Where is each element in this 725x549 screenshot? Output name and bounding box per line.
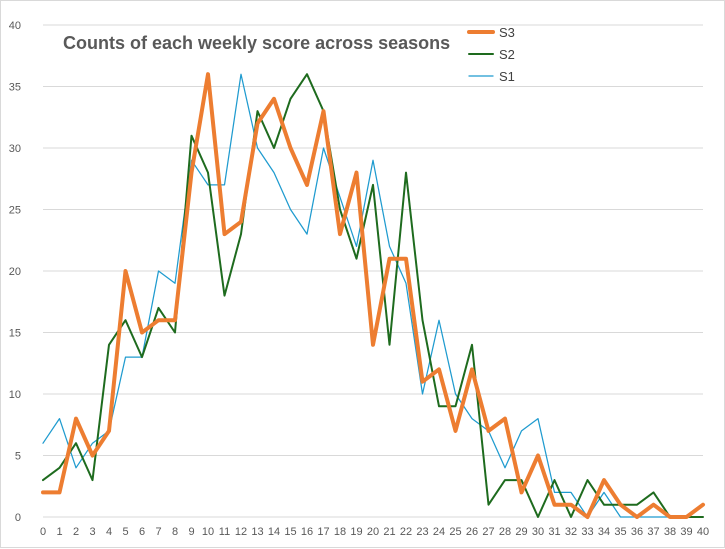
y-tick-label: 20 — [9, 266, 21, 278]
x-tick-label: 12 — [235, 526, 247, 538]
x-tick-label: 39 — [680, 526, 692, 538]
x-tick-label: 16 — [301, 526, 313, 538]
x-tick-label: 5 — [122, 526, 128, 538]
gridlines — [43, 24, 703, 518]
legend-label-s3: S3 — [499, 25, 515, 40]
x-tick-label: 2 — [73, 526, 79, 538]
x-tick-label: 31 — [548, 526, 560, 538]
y-tick-label: 30 — [9, 143, 21, 155]
y-tick-label: 25 — [9, 205, 21, 217]
x-tick-label: 26 — [466, 526, 478, 538]
x-tick-label: 22 — [400, 526, 412, 538]
series-line-s2 — [42, 73, 704, 518]
x-tick-label: 15 — [284, 526, 296, 538]
x-tick-label: 10 — [202, 526, 214, 538]
series-lines — [41, 72, 705, 519]
x-tick-label: 17 — [317, 526, 329, 538]
x-tick-label: 30 — [532, 526, 544, 538]
x-tick-label: 23 — [416, 526, 428, 538]
y-tick-label: 0 — [15, 512, 21, 524]
x-tick-label: 1 — [56, 526, 62, 538]
series-line-s3 — [41, 72, 705, 519]
legend-label-s1: S1 — [499, 69, 515, 84]
x-tick-label: 28 — [499, 526, 511, 538]
x-tick-label: 37 — [647, 526, 659, 538]
y-tick-label: 5 — [15, 451, 21, 463]
y-tick-label: 15 — [9, 328, 21, 340]
x-tick-label: 14 — [268, 526, 280, 538]
x-tick-label: 20 — [367, 526, 379, 538]
y-tick-label: 40 — [9, 20, 21, 32]
y-tick-label: 10 — [9, 389, 21, 401]
x-tick-label: 9 — [188, 526, 194, 538]
x-tick-label: 32 — [565, 526, 577, 538]
x-tick-label: 8 — [172, 526, 178, 538]
x-tick-label: 35 — [614, 526, 626, 538]
x-tick-label: 18 — [334, 526, 346, 538]
x-tick-label: 29 — [515, 526, 527, 538]
x-tick-label: 13 — [251, 526, 263, 538]
x-tick-label: 38 — [664, 526, 676, 538]
x-tick-label: 25 — [449, 526, 461, 538]
x-tick-label: 36 — [631, 526, 643, 538]
x-tick-label: 0 — [40, 526, 46, 538]
x-tick-label: 24 — [433, 526, 445, 538]
x-tick-label: 21 — [383, 526, 395, 538]
x-tick-label: 7 — [155, 526, 161, 538]
x-tick-label: 34 — [598, 526, 610, 538]
x-tick-label: 3 — [89, 526, 95, 538]
chart-title: Counts of each weekly score across seaso… — [63, 33, 450, 53]
y-axis-tick-labels: 0 5 10 15 20 25 30 35 40 — [9, 20, 21, 524]
x-tick-label: 19 — [350, 526, 362, 538]
y-tick-label: 35 — [9, 82, 21, 94]
x-axis-tick-labels: 0 1 2 3 4 5 6 7 8 9 10 11 12 13 14 15 16 17 18 19 20 21 22 23 24… — [40, 526, 709, 538]
legend-label-s2: S2 — [499, 47, 515, 62]
series-line-s1 — [42, 73, 704, 518]
x-tick-label: 6 — [139, 526, 145, 538]
x-tick-label: 33 — [581, 526, 593, 538]
legend: S3 S2 S1 — [467, 25, 515, 84]
x-tick-label: 27 — [482, 526, 494, 538]
x-tick-label: 40 — [697, 526, 709, 538]
x-tick-label: 11 — [219, 526, 230, 538]
x-tick-label: 4 — [106, 526, 112, 538]
